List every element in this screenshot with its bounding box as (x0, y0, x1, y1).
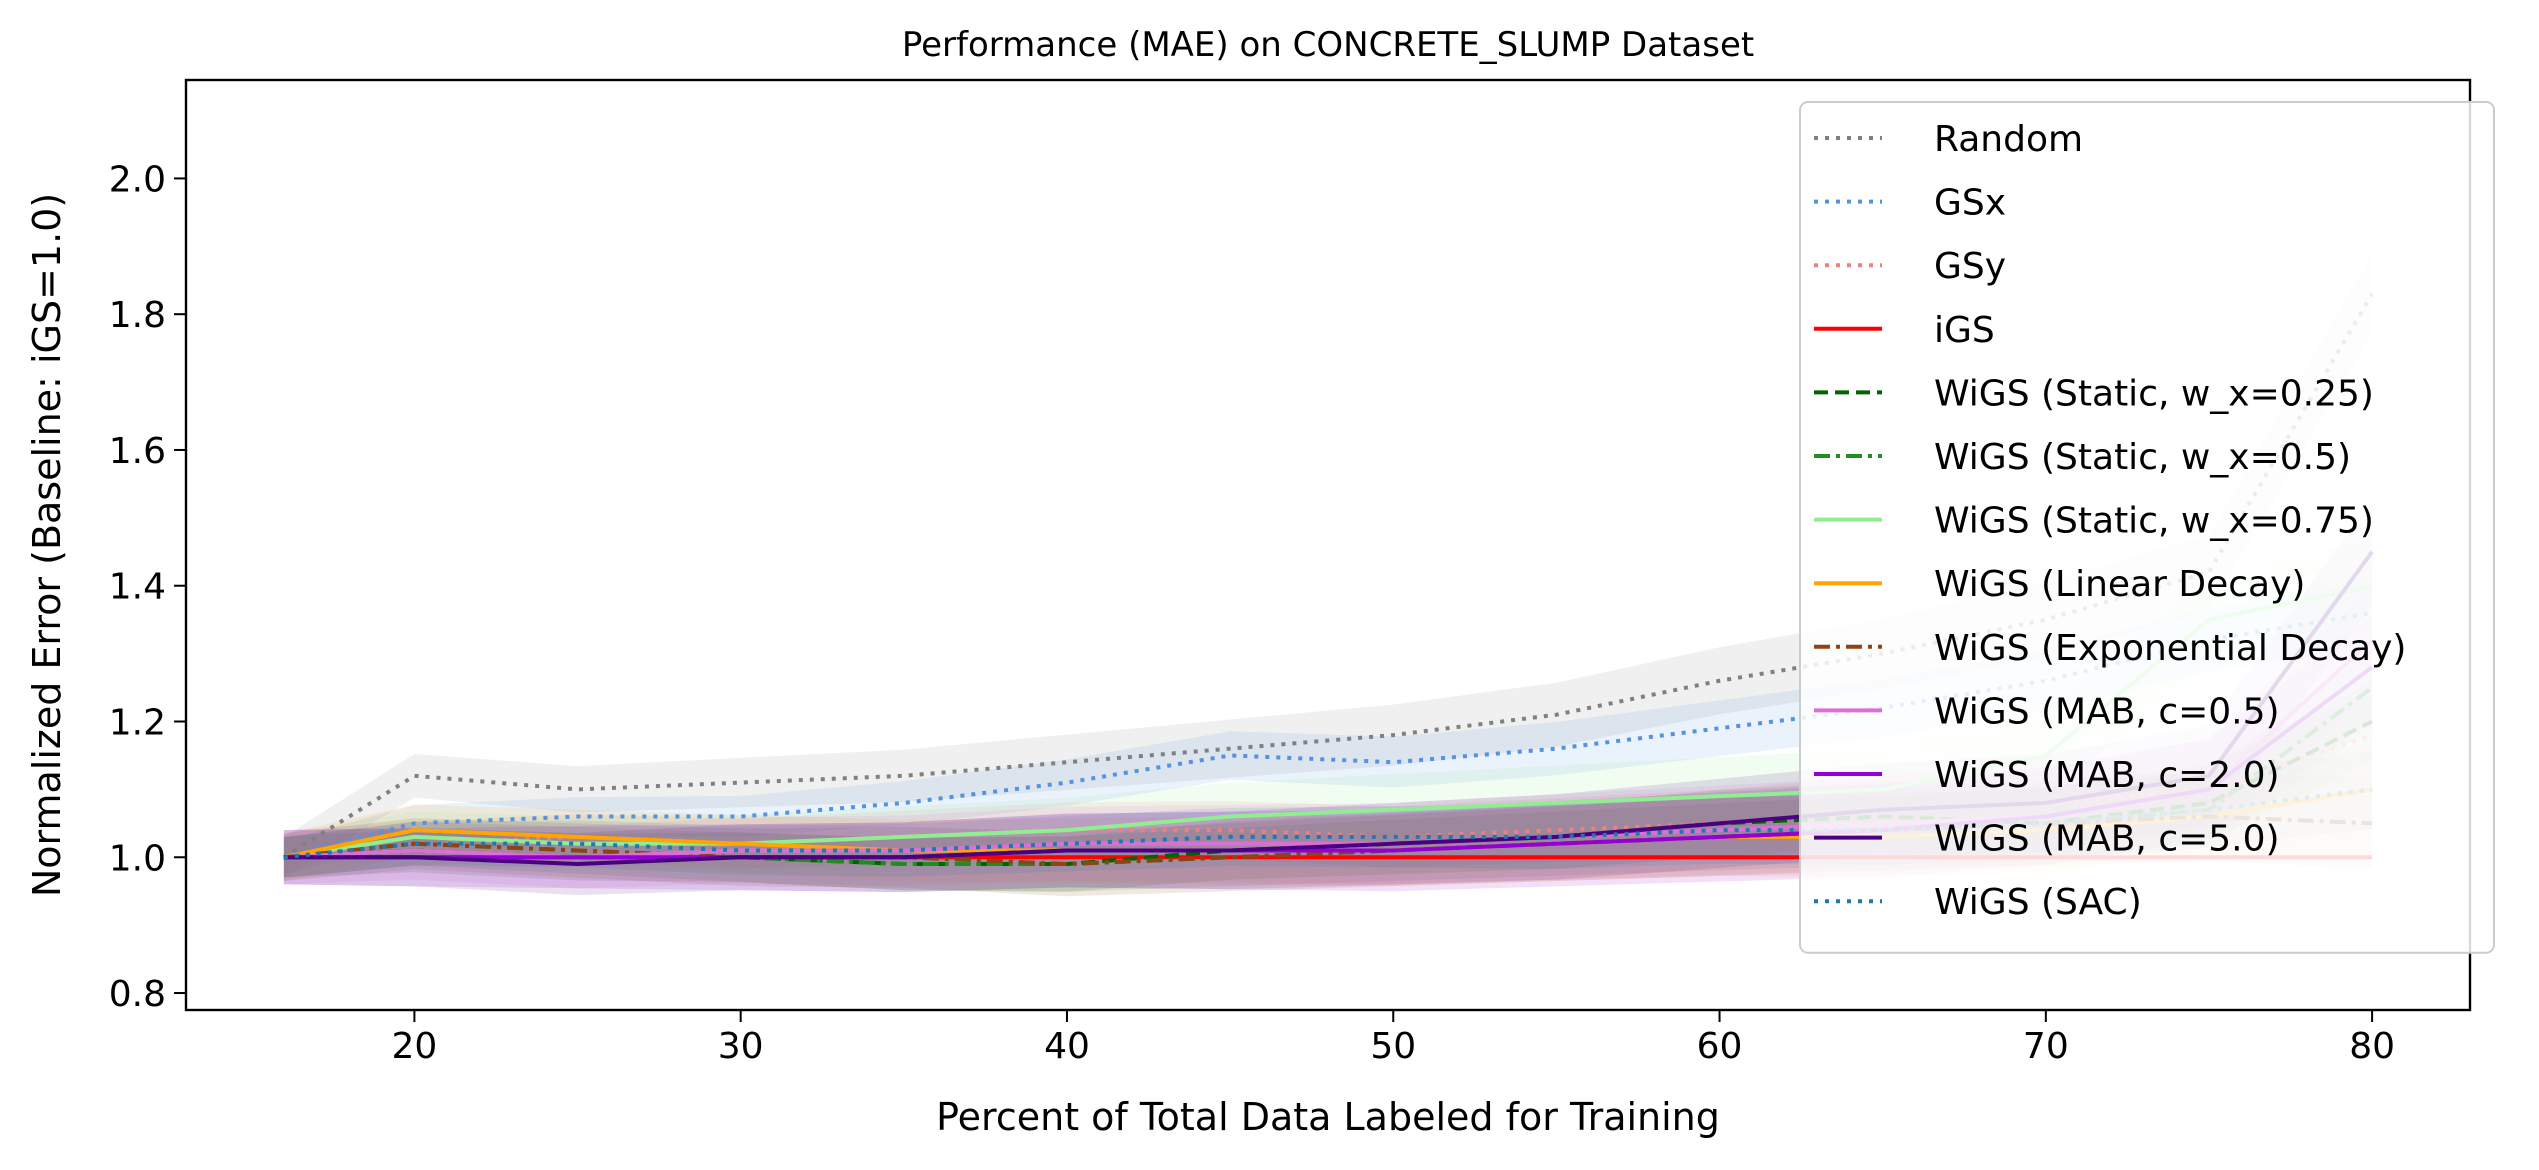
chart-title: Performance (MAE) on CONCRETE_SLUMP Data… (902, 25, 1754, 65)
legend-label: WiGS (Linear Decay) (1934, 564, 2305, 605)
legend-label: WiGS (Exponential Decay) (1934, 628, 2406, 669)
x-tick-label: 20 (391, 1026, 437, 1067)
legend: Random GSx GSy iGS WiGS (Static, w_x=0.25) Wi… (1799, 101, 2495, 954)
x-tick-label: 50 (1370, 1026, 1416, 1067)
band-1 (283, 580, 2373, 875)
legend-label: GSy (1934, 246, 2006, 287)
series-line-12 (283, 787, 2373, 860)
legend-label: WiGS (Static, w_x=0.75) (1934, 501, 2374, 542)
legend-label: WiGS (SAC) (1934, 882, 2142, 923)
band-0 (283, 254, 2373, 878)
legend-label: WiGS (Static, w_x=0.5) (1934, 437, 2351, 478)
x-axis-label: Percent of Total Data Labeled for Traini… (936, 1095, 1720, 1139)
y-tick-label: 1.2 (109, 702, 166, 743)
legend-box (1799, 101, 2495, 954)
series-line-1 (283, 610, 2373, 860)
y-tick-label: 1.0 (109, 838, 166, 879)
x-tick-label: 80 (2349, 1026, 2395, 1067)
x-tick-label: 40 (1044, 1026, 1090, 1067)
legend-label: Random (1934, 119, 2083, 160)
x-tick-label: 30 (718, 1026, 764, 1067)
y-axis-label: Normalized Error (Baseline: iGS=1.0) (25, 193, 69, 897)
legend-label: WiGS (Static, w_x=0.25) (1934, 373, 2374, 414)
y-tick-label: 1.4 (109, 567, 166, 608)
y-tick-label: 1.6 (109, 431, 166, 472)
y-tick-label: 1.8 (109, 295, 166, 336)
legend-label: GSx (1934, 183, 2006, 224)
legend-label: WiGS (MAB, c=5.0) (1934, 819, 2280, 860)
y-tick-label: 0.8 (109, 974, 166, 1015)
series-line-0 (282, 292, 2374, 859)
legend-label: iGS (1934, 310, 1995, 351)
x-tick-label: 70 (2023, 1026, 2069, 1067)
x-tick-label: 60 (1697, 1026, 1743, 1067)
y-tick-label: 2.0 (109, 159, 166, 200)
y-axis-ticks: 0.8 1.0 1.2 1.4 1.6 1.8 2.0 (109, 159, 186, 1015)
legend-label: WiGS (MAB, c=0.5) (1934, 691, 2280, 732)
legend-label: WiGS (MAB, c=2.0) (1934, 755, 2280, 796)
x-axis-ticks: 20 30 40 50 60 70 80 (391, 1010, 2395, 1067)
